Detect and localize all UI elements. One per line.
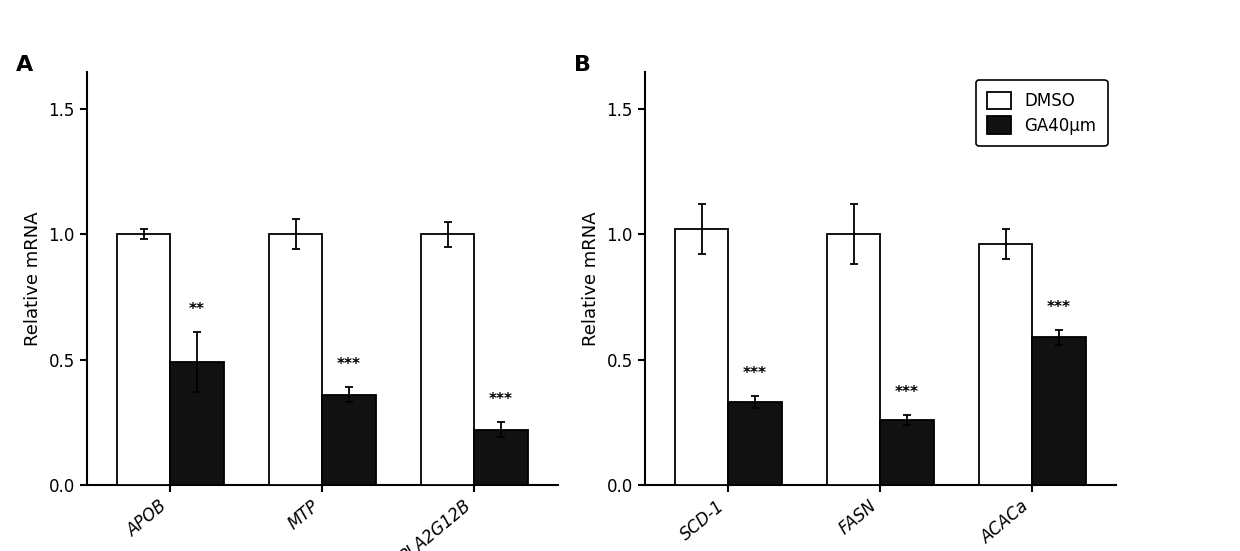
- Bar: [118, 234, 170, 485]
- Text: ***: ***: [1047, 300, 1071, 315]
- Bar: [980, 245, 1033, 485]
- Bar: [676, 229, 728, 485]
- Y-axis label: Relative mRNA: Relative mRNA: [24, 211, 42, 345]
- Bar: [322, 395, 376, 485]
- Legend: DMSO, GA40μm: DMSO, GA40μm: [976, 80, 1107, 147]
- Bar: [827, 234, 880, 485]
- Bar: [269, 234, 322, 485]
- Y-axis label: Relative mRNA: Relative mRNA: [582, 211, 600, 345]
- Bar: [728, 402, 781, 485]
- Text: B: B: [574, 55, 591, 75]
- Text: A: A: [16, 55, 33, 75]
- Text: ***: ***: [489, 392, 513, 407]
- Bar: [475, 430, 527, 485]
- Bar: [170, 362, 223, 485]
- Text: ***: ***: [895, 385, 919, 399]
- Bar: [422, 234, 475, 485]
- Text: **: **: [188, 302, 205, 317]
- Bar: [1033, 337, 1085, 485]
- Bar: [880, 420, 934, 485]
- Text: ***: ***: [743, 366, 768, 381]
- Text: ***: ***: [337, 357, 361, 372]
